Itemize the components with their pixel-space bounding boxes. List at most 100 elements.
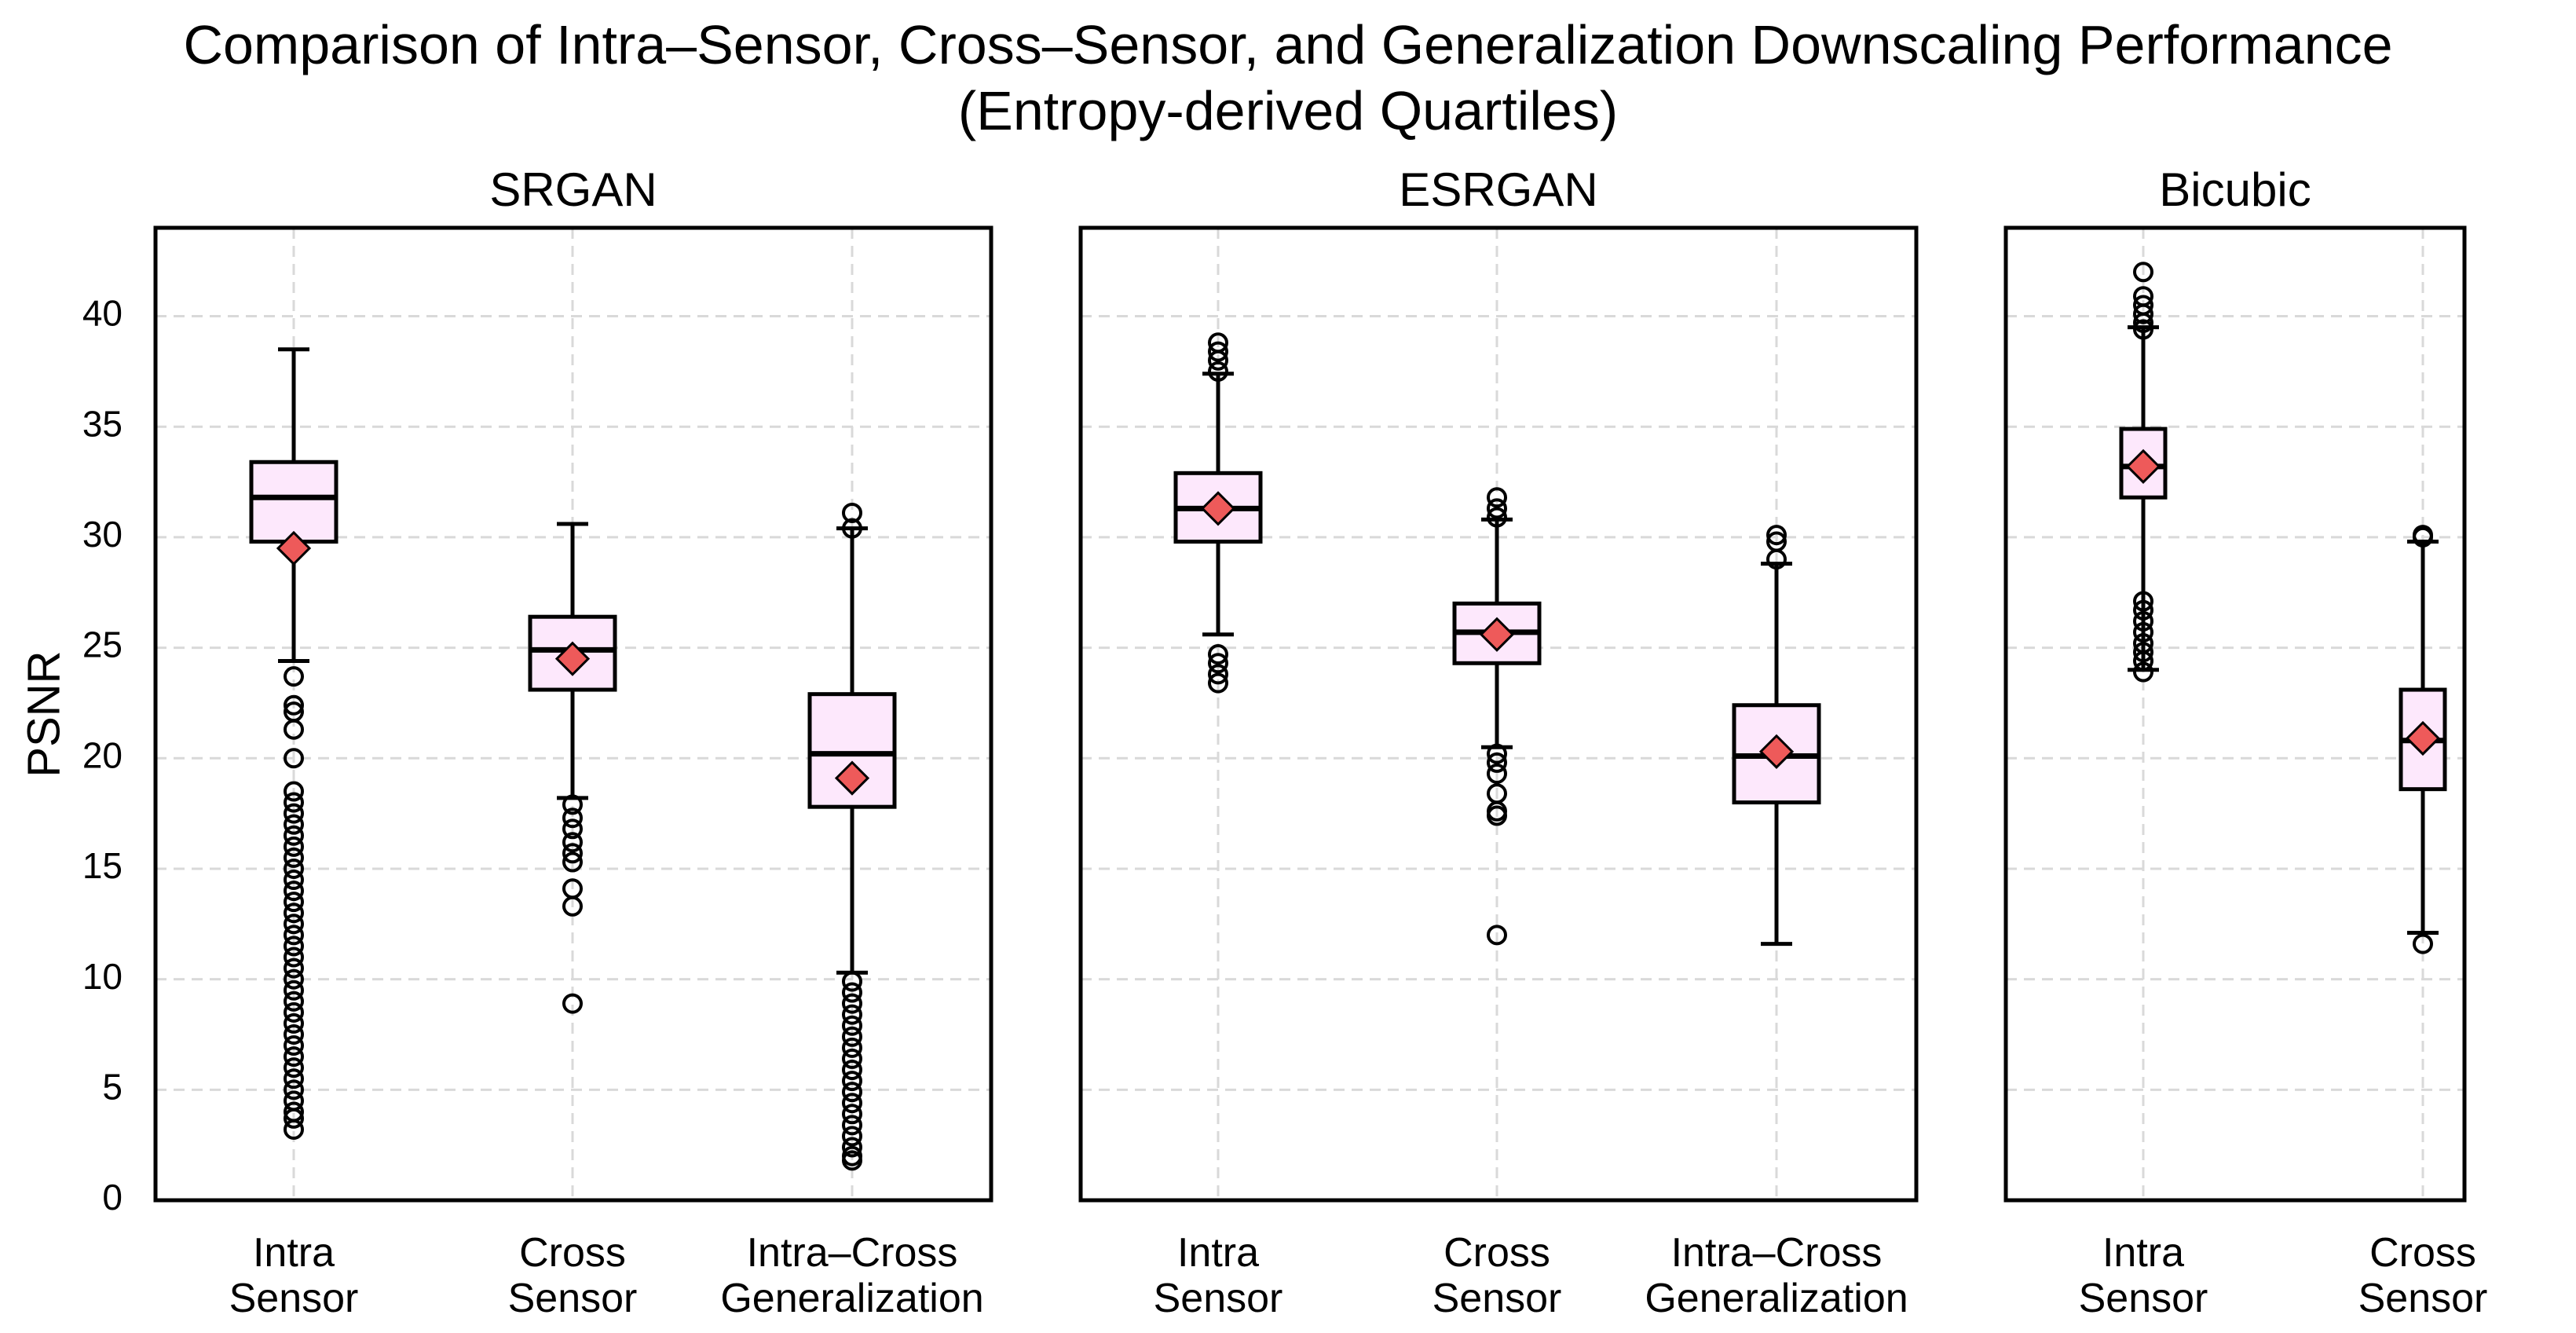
outlier-point [562,851,583,873]
outlier-point [284,1119,304,1140]
outlier-point [842,1126,862,1147]
category-label-line: Cross [2369,1230,2476,1276]
box-group [1732,525,1821,947]
outlier-point [284,870,304,891]
outlier-point [1208,644,1228,665]
outlier-point [1766,549,1787,570]
outlier-point [284,947,304,968]
chart-title: Comparison of Intra–Sensor, Cross–Sensor… [183,14,2393,75]
outlier-point [284,969,304,990]
outlier-point [842,1093,862,1114]
outlier-point [1487,498,1507,519]
mean-marker [834,760,870,796]
outlier-point [842,993,862,1014]
outlier-point [284,1068,304,1089]
outlier-point [842,1082,862,1103]
outlier-point [1487,763,1507,784]
outlier-point [842,1026,862,1047]
y-axis-label: PSNR [18,650,69,777]
category-label: Intra Sensor [229,1230,359,1321]
outlier-point [1487,487,1507,508]
outlier-point [842,1115,862,1136]
category-label: Intra–Cross Generalization [1645,1230,1908,1321]
outlier-point [1487,752,1507,773]
outlier-point [284,881,304,902]
outlier-point [2133,661,2153,683]
outlier-point [284,666,304,687]
outlier-point [562,807,583,829]
outlier-point [284,1057,304,1078]
outlier-point [562,895,583,917]
outlier-point [284,814,304,835]
outlier-point [1208,361,1228,382]
category-label-line: Sensor [1433,1276,1562,1321]
outlier-point [842,1004,862,1025]
mean-marker [2405,720,2441,756]
category-label-line: Intra [2102,1230,2184,1276]
box-group [1452,487,1542,946]
category-label: Cross Sensor [1433,1230,1562,1321]
outlier-point [284,1046,304,1067]
category-label-line: Intra–Cross [1671,1230,1883,1276]
outlier-point [1487,925,1507,946]
category-label-line: Cross [519,1230,626,1276]
outlier-point [284,748,304,769]
outlier-point [284,903,304,924]
outlier-point [284,991,304,1012]
outlier-point [562,993,583,1014]
category-label-line: Sensor [1154,1276,1283,1321]
outlier-point [842,1071,862,1092]
outlier-point [284,858,304,879]
outlier-point [284,980,304,1001]
outlier-point [284,892,304,913]
category-label-line: Intra [1177,1230,1259,1276]
box-group [807,502,897,1171]
category-label: Cross Sensor [508,1230,638,1321]
outlier-point [284,781,304,802]
y-tick-label: 40 [82,293,123,334]
category-label: Intra Sensor [1154,1230,1283,1321]
outlier-point [1208,653,1228,674]
outlier-point [284,914,304,935]
category-label-line: Generalization [720,1276,983,1321]
outlier-point [2133,312,2153,333]
outlier-point [284,1024,304,1045]
outlier-point [2413,933,2433,954]
outlier-point [2413,526,2433,547]
outlier-point [2133,650,2153,672]
mean-marker [1200,491,1236,526]
box-group [1173,332,1263,694]
outlier-point [2133,262,2153,283]
box-group [2119,262,2168,683]
outlier-point [562,832,583,853]
outlier-point [284,825,304,846]
outlier-point [842,502,862,523]
outlier-point [842,1037,862,1058]
y-tick-label: 0 [102,1177,123,1218]
outlier-point [2133,319,2153,340]
outlier-point [284,1079,304,1100]
outlier-point [562,843,583,864]
outlier-point [284,836,304,857]
outlier-point [284,792,304,813]
outlier-point [842,982,862,1003]
outlier-point [284,1108,304,1129]
box-group [249,347,338,1140]
outlier-point [284,694,304,716]
outlier-point [842,1150,862,1171]
mean-marker [1758,734,1795,769]
category-label-line: Sensor [2079,1276,2208,1321]
category-label-line: Sensor [229,1276,359,1321]
category-label-line: Sensor [2358,1276,2488,1321]
panel-frame [1078,225,1919,1203]
outlier-point [842,1015,862,1036]
y-tick-label: 10 [82,956,123,997]
y-tick-label: 30 [82,514,123,555]
outlier-point [2133,642,2153,663]
outlier-point [284,719,304,740]
outlier-point [2133,621,2153,643]
outlier-point [842,1104,862,1125]
outlier-point [2133,591,2153,612]
